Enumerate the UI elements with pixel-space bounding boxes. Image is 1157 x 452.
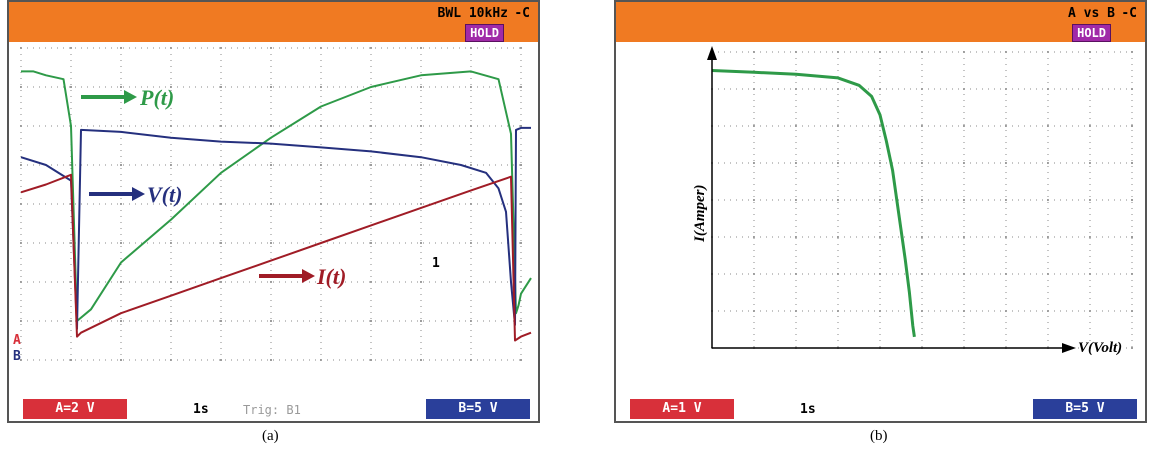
traces xyxy=(20,70,532,342)
grid-dot xyxy=(70,242,72,244)
series-ivcurve-line xyxy=(711,69,916,338)
grid-dot xyxy=(520,86,522,88)
series-it-line xyxy=(20,173,532,342)
y-axis xyxy=(707,46,717,348)
grid-dot xyxy=(370,164,372,166)
grid-dot xyxy=(220,242,222,244)
grid xyxy=(711,51,1133,349)
status-bar: BWL 10kHz -C HOLD xyxy=(9,2,538,42)
grid-dot xyxy=(120,164,122,166)
grid-dot xyxy=(120,242,122,244)
label-i: I(t) xyxy=(316,264,346,289)
grid-dot xyxy=(270,242,272,244)
x-axis xyxy=(712,343,1076,353)
grid-dot xyxy=(520,359,522,361)
grid-dot xyxy=(520,164,522,166)
channel-b-scale[interactable]: B=5 V xyxy=(426,399,530,419)
grid-dot xyxy=(270,86,272,88)
channel-a-scale[interactable]: A=2 V xyxy=(23,399,127,419)
annotation-p: P(t) xyxy=(81,85,174,110)
annotation-v: V(t) xyxy=(89,182,182,207)
bandwidth-limit-label: BWL 10kHz xyxy=(437,6,508,21)
scope-panel-b: A vs B -C HOLD I(Amper) A=1 V 1s B=5 V xyxy=(614,0,1147,423)
grid-dot xyxy=(120,320,122,322)
label-p: P(t) xyxy=(139,85,174,110)
x-axis-label: V(Volt) xyxy=(1078,340,1123,356)
series-pt-line xyxy=(21,70,532,322)
grid-dot xyxy=(70,86,72,88)
scale-bar: A=2 V 1s Trig: B1 B=5 V xyxy=(9,395,538,421)
timebase-label: 1s xyxy=(800,402,816,417)
grid xyxy=(20,47,522,361)
grid-dot xyxy=(370,242,372,244)
timebase-label: 1s xyxy=(193,402,209,417)
xy-mode-label: A vs B xyxy=(1068,6,1115,21)
grid-dot xyxy=(220,164,222,166)
grid-dot xyxy=(520,242,522,244)
status-bar: A vs B -C HOLD xyxy=(616,2,1145,42)
grid-dot xyxy=(270,164,272,166)
grid-dot xyxy=(70,320,72,322)
caption-a: (a) xyxy=(262,428,279,444)
grid-dot xyxy=(420,164,422,166)
hold-badge[interactable]: HOLD xyxy=(1072,24,1111,42)
grid-dot xyxy=(1131,199,1133,201)
label-v: V(t) xyxy=(147,182,182,207)
grid-dot xyxy=(420,359,422,361)
trigger-label: Trig: B1 xyxy=(243,403,301,417)
hold-badge[interactable]: HOLD xyxy=(465,24,504,42)
grid-dot xyxy=(420,242,422,244)
grid-dot xyxy=(270,320,272,322)
grid-dot xyxy=(270,359,272,361)
probe-icon: -C xyxy=(514,6,530,21)
grid-dot xyxy=(220,86,222,88)
caption-b: (b) xyxy=(870,428,888,444)
grid-dot xyxy=(420,86,422,88)
scope-panel-a: BWL 10kHz -C HOLD P(t) V(t) I(t) B A A B… xyxy=(7,0,540,423)
grid-dot xyxy=(1131,125,1133,127)
y-axis-label: I(Amper) xyxy=(692,185,708,244)
probe-icon: -C xyxy=(1121,6,1137,21)
waveform-plot-a: P(t) V(t) I(t) B A A B 1 xyxy=(13,47,532,364)
grid-dot xyxy=(220,320,222,322)
scale-bar: A=1 V 1s B=5 V xyxy=(616,395,1145,421)
channel-b-marker-left: B xyxy=(13,349,21,364)
grid-dot xyxy=(420,320,422,322)
grid-dot xyxy=(70,359,72,361)
grid-dot xyxy=(1131,162,1133,164)
grid-dot xyxy=(370,320,372,322)
grid-dot xyxy=(120,86,122,88)
channel-a-scale[interactable]: A=1 V xyxy=(630,399,734,419)
grid-dot xyxy=(520,320,522,322)
grid-dot xyxy=(370,359,372,361)
annotation-i: I(t) xyxy=(259,264,346,289)
grid-dot xyxy=(1131,347,1133,349)
grid-dot xyxy=(220,359,222,361)
trigger-marker: 1 xyxy=(432,256,440,271)
xy-plot-b: I(Amper) xyxy=(692,46,1133,353)
grid-dot xyxy=(120,359,122,361)
channel-b-scale[interactable]: B=5 V xyxy=(1033,399,1137,419)
grid-dot xyxy=(1131,236,1133,238)
channel-a-marker-left: A xyxy=(13,333,21,348)
traces xyxy=(711,69,916,338)
